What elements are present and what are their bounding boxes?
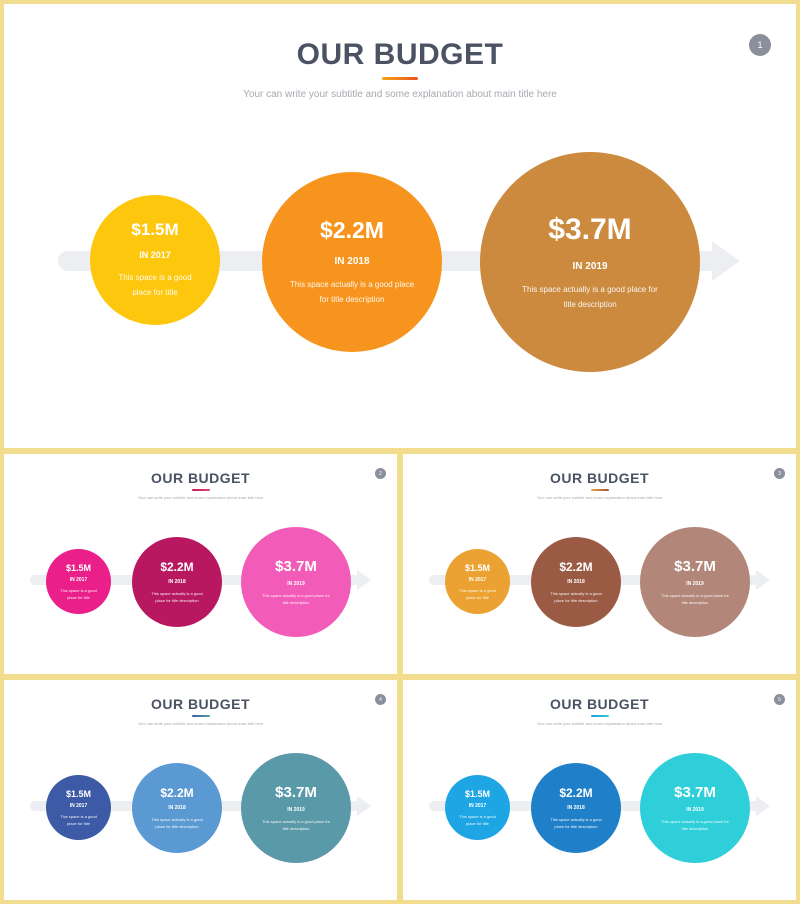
budget-amount: $1.5M bbox=[65, 562, 91, 573]
slide-subtitle: Your can write your subtitle and some ex… bbox=[536, 495, 663, 500]
budget-year: IN 2017 bbox=[69, 802, 88, 809]
page-number-badge: 5 bbox=[774, 694, 785, 705]
budget-circle-2018: $2.2M IN 2018 This space actually is a g… bbox=[132, 537, 222, 627]
budget-year: IN 2019 bbox=[287, 807, 305, 813]
budget-description: This space actually is a good place for … bbox=[661, 819, 729, 831]
budget-circle-2018: $2.2M IN 2018 This space actually is a g… bbox=[531, 537, 621, 627]
budget-year: IN 2018 bbox=[168, 805, 186, 811]
slide-title: OUR BUDGET bbox=[296, 38, 504, 71]
budget-circle-2019: $3.7M IN 2019 This space actually is a g… bbox=[241, 753, 351, 863]
budget-description: This space actually is a good place for … bbox=[522, 284, 658, 309]
budget-description: This space actually is a good place for … bbox=[550, 817, 602, 829]
budget-year: IN 2019 bbox=[686, 807, 704, 813]
budget-description: This space is a good place for title bbox=[459, 587, 496, 600]
budget-year: IN 2017 bbox=[69, 576, 88, 583]
slide-subtitle: Your can write your subtitle and some ex… bbox=[243, 89, 557, 100]
budget-circle-2019: $3.7M IN 2019 This space actually is a g… bbox=[640, 527, 750, 637]
slide-title: OUR BUDGET bbox=[549, 470, 650, 486]
budget-amount: $3.7M bbox=[674, 558, 716, 575]
timeline-arrow-head bbox=[756, 796, 770, 816]
budget-amount: $2.2M bbox=[559, 786, 593, 800]
budget-description: This space actually is a good place for … bbox=[262, 593, 330, 605]
timeline-arrow-head bbox=[756, 570, 770, 590]
budget-circle-2019: $3.7M IN 2019 This space actually is a g… bbox=[480, 152, 700, 372]
title-underline bbox=[191, 715, 210, 717]
budget-amount: $2.2M bbox=[559, 560, 593, 574]
budget-description: This space is a good place for title bbox=[118, 273, 192, 297]
slide-1[interactable]: OUR BUDGET Your can write your subtitle … bbox=[4, 4, 796, 448]
page-number-badge: 4 bbox=[375, 694, 386, 705]
slide-subtitle: Your can write your subtitle and some ex… bbox=[137, 495, 264, 500]
budget-year: IN 2017 bbox=[468, 576, 487, 583]
budget-description: This space is a good place for title bbox=[60, 813, 97, 826]
page-number-badge: 2 bbox=[375, 468, 386, 479]
budget-description: This space actually is a good place for … bbox=[289, 280, 415, 304]
budget-circle-2018: $2.2M IN 2018 This space actually is a g… bbox=[132, 763, 222, 853]
slide-title: OUR BUDGET bbox=[150, 696, 251, 712]
budget-year: IN 2017 bbox=[139, 250, 171, 260]
budget-amount: $2.2M bbox=[320, 217, 384, 243]
slide-2[interactable]: OUR BUDGET Your can write your subtitle … bbox=[4, 454, 397, 674]
slide-title: OUR BUDGET bbox=[549, 696, 650, 712]
budget-amount: $1.5M bbox=[131, 220, 179, 239]
page-number-badge: 1 bbox=[749, 34, 771, 56]
slide-subtitle: Your can write your subtitle and some ex… bbox=[137, 721, 264, 726]
title-underline bbox=[590, 489, 609, 491]
budget-circle-2019: $3.7M IN 2019 This space actually is a g… bbox=[241, 527, 351, 637]
budget-year: IN 2019 bbox=[572, 260, 608, 272]
budget-year: IN 2019 bbox=[686, 581, 704, 587]
slide-3[interactable]: OUR BUDGET Your can write your subtitle … bbox=[403, 454, 796, 674]
budget-circle-2017: $1.5M IN 2017 This space is a good place… bbox=[46, 775, 111, 840]
budget-amount: $2.2M bbox=[160, 560, 194, 574]
title-underline bbox=[191, 489, 210, 491]
budget-amount: $1.5M bbox=[464, 562, 490, 573]
budget-description: This space actually is a good place for … bbox=[151, 591, 203, 603]
slide-subtitle: Your can write your subtitle and some ex… bbox=[536, 721, 663, 726]
budget-description: This space actually is a good place for … bbox=[151, 817, 203, 829]
budget-circle-2017: $1.5M IN 2017 This space is a good place… bbox=[90, 195, 220, 325]
budget-amount: $3.7M bbox=[674, 784, 716, 801]
budget-amount: $3.7M bbox=[548, 212, 632, 246]
budget-description: This space is a good place for title bbox=[60, 587, 97, 600]
slide-5[interactable]: OUR BUDGET Your can write your subtitle … bbox=[403, 680, 796, 900]
budget-circle-2017: $1.5M IN 2017 This space is a good place… bbox=[445, 549, 510, 614]
budget-circle-2019: $3.7M IN 2019 This space actually is a g… bbox=[640, 753, 750, 863]
budget-amount: $1.5M bbox=[65, 788, 91, 799]
page-number-badge: 3 bbox=[774, 468, 785, 479]
budget-amount: $3.7M bbox=[275, 784, 317, 801]
budget-circle-2018: $2.2M IN 2018 This space actually is a g… bbox=[531, 763, 621, 853]
budget-year: IN 2018 bbox=[168, 579, 186, 585]
budget-year: IN 2018 bbox=[567, 579, 585, 585]
budget-description: This space actually is a good place for … bbox=[661, 593, 729, 605]
timeline-arrow-head bbox=[357, 570, 371, 590]
budget-amount: $1.5M bbox=[464, 788, 490, 799]
budget-circle-2017: $1.5M IN 2017 This space is a good place… bbox=[445, 775, 510, 840]
budget-description: This space is a good place for title bbox=[459, 813, 496, 826]
title-underline bbox=[382, 77, 418, 80]
slide-4[interactable]: OUR BUDGET Your can write your subtitle … bbox=[4, 680, 397, 900]
timeline-arrow-head bbox=[357, 796, 371, 816]
budget-circle-2018: $2.2M IN 2018 This space actually is a g… bbox=[262, 172, 442, 352]
budget-circle-2017: $1.5M IN 2017 This space is a good place… bbox=[46, 549, 111, 614]
budget-year: IN 2019 bbox=[287, 581, 305, 587]
budget-year: IN 2017 bbox=[468, 802, 487, 809]
budget-amount: $3.7M bbox=[275, 558, 317, 575]
budget-amount: $2.2M bbox=[160, 786, 194, 800]
budget-year: IN 2018 bbox=[567, 805, 585, 811]
title-underline bbox=[590, 715, 609, 717]
budget-description: This space actually is a good place for … bbox=[262, 819, 330, 831]
slide-title: OUR BUDGET bbox=[150, 470, 251, 486]
budget-description: This space actually is a good place for … bbox=[550, 591, 602, 603]
timeline-arrow-head bbox=[712, 241, 740, 281]
budget-year: IN 2018 bbox=[334, 256, 370, 267]
